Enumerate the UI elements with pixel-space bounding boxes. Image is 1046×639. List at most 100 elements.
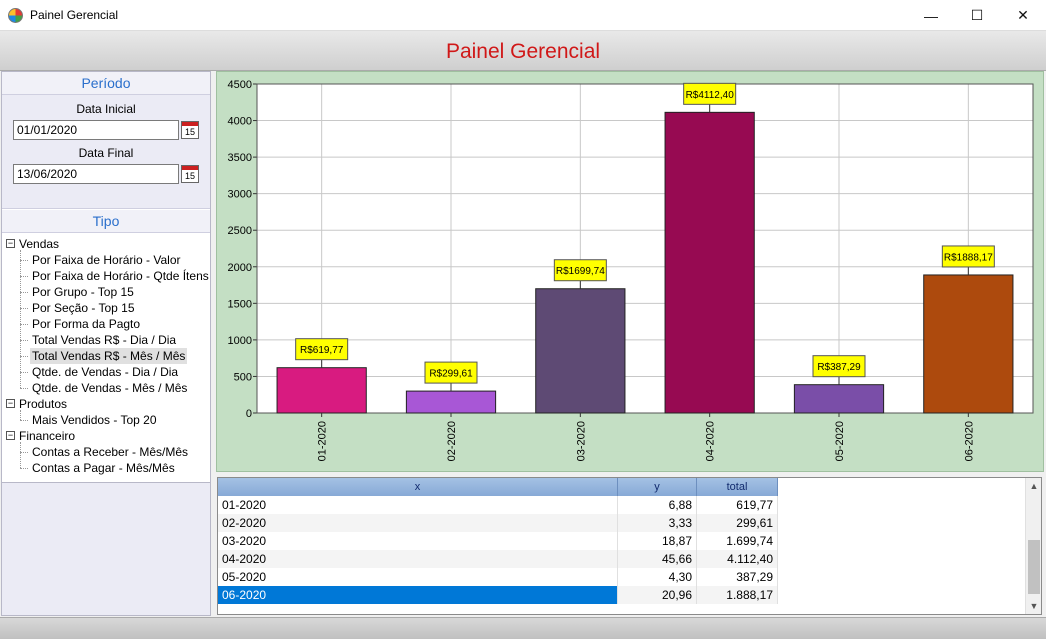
tree-item[interactable]: Por Faixa de Horário - Valor (32, 253, 181, 267)
table-cell[interactable]: 04-2020 (218, 550, 618, 568)
tree-item[interactable]: Total Vendas R$ - Dia / Dia (32, 333, 177, 347)
bar (793, 384, 885, 414)
periodo-box: Data Inicial 15 Data Final 15 (2, 94, 210, 209)
table-cell[interactable]: 05-2020 (218, 568, 618, 586)
tree-item[interactable]: Mais Vendidos - Top 20 (32, 413, 157, 427)
tree-item[interactable]: Por Grupo - Top 15 (32, 285, 134, 299)
table-cell[interactable]: 4.112,40 (697, 550, 778, 568)
data-label-box (941, 245, 995, 268)
column-header-y[interactable]: y (618, 478, 697, 496)
left-panel-filler (2, 482, 210, 615)
tree-item[interactable]: Qtde. de Vendas - Mês / Mês (32, 381, 188, 395)
table-cell[interactable]: 45,66 (618, 550, 697, 568)
x-tick-label: 01-2020 (317, 421, 329, 461)
table-cell[interactable]: 1.699,74 (697, 532, 778, 550)
tree-item[interactable]: Contas a Receber - Mês/Mês (32, 445, 189, 459)
table-cell[interactable]: 4,30 (618, 568, 697, 586)
data-inicial-input[interactable] (13, 120, 179, 140)
chart-panel: 0 500 1000 1500 2000 2500 3000 3500 4000 4500 R$61… (216, 71, 1044, 472)
close-button[interactable]: ✕ (1017, 7, 1029, 23)
tree-connector (20, 324, 28, 325)
y-tick-label: 4500 (228, 79, 252, 91)
tree-item[interactable]: Contas a Pagar - Mês/Mês (32, 461, 175, 475)
scroll-down-icon[interactable]: ▼ (1029, 601, 1039, 611)
tree-connector (20, 468, 28, 469)
tree-item[interactable]: Qtde. de Vendas - Dia / Dia (32, 365, 179, 379)
table-cell[interactable]: 299,61 (697, 514, 778, 532)
collapse-icon[interactable]: − (6, 238, 15, 248)
calendar-icon[interactable]: 15 (181, 165, 199, 183)
table-cell[interactable]: 01-2020 (218, 496, 618, 514)
y-tick-label: 4000 (228, 116, 252, 128)
scroll-thumb[interactable] (1028, 540, 1040, 594)
y-tick-label: 3000 (228, 189, 252, 201)
y-tick-label: 500 (234, 371, 252, 383)
tree-connector (20, 356, 28, 357)
table-row[interactable]: 02-2020 3,33 299,61 (218, 514, 778, 532)
vertical-splitter[interactable] (212, 71, 216, 616)
table-cell[interactable]: 3,33 (618, 514, 697, 532)
column-header-total[interactable]: total (697, 478, 778, 496)
collapse-icon[interactable]: − (6, 398, 15, 408)
data-label: R$1888,17 (944, 252, 993, 263)
collapse-icon[interactable]: − (6, 430, 15, 440)
title-bar: Painel Gerencial — ☐ ✕ (0, 0, 1046, 31)
table-cell[interactable]: 1.888,17 (697, 586, 778, 604)
horizontal-splitter[interactable] (216, 472, 1044, 477)
table-cell[interactable]: 20,96 (618, 586, 697, 604)
y-tick-label: 2000 (228, 262, 252, 274)
column-header-x[interactable]: x (218, 478, 618, 496)
y-tick-label: 3500 (228, 152, 252, 164)
tree-connector (20, 292, 28, 293)
maximize-button[interactable]: ☐ (970, 7, 984, 23)
data-label: R$299,61 (429, 369, 473, 380)
table-row[interactable]: 03-2020 18,87 1.699,74 (218, 532, 778, 550)
tipo-section-title: Tipo (2, 210, 210, 232)
tree-group-label: Vendas (19, 237, 60, 251)
y-tick-label: 1500 (228, 298, 252, 310)
table-row[interactable]: 04-2020 45,66 4.112,40 (218, 550, 778, 568)
x-tick-label: 04-2020 (705, 421, 717, 461)
tree-item[interactable]: Por Faixa de Horário - Qtde Ítens (32, 269, 209, 283)
table-cell[interactable]: 06-2020 (218, 586, 618, 604)
tree-connector (20, 340, 28, 341)
bar (923, 274, 1014, 414)
tree-connector (20, 372, 28, 373)
data-label-box (424, 361, 478, 384)
x-tick-label: 05-2020 (834, 421, 846, 461)
table-cell[interactable]: 18,87 (618, 532, 697, 550)
scroll-up-icon[interactable]: ▲ (1029, 481, 1039, 491)
x-tick-label: 02-2020 (446, 421, 458, 461)
bar (276, 367, 367, 414)
window-title: Painel Gerencial (30, 8, 119, 22)
data-label: R$619,77 (300, 345, 344, 356)
tree-item[interactable]: Total Vendas R$ - Mês / Mês (30, 348, 188, 364)
table-cell[interactable]: 03-2020 (218, 532, 618, 550)
bar-chart: 0 500 1000 1500 2000 2500 3000 3500 4000 4500 R$61… (228, 79, 1034, 461)
table-cell[interactable]: 02-2020 (218, 514, 618, 532)
table-row[interactable]: 06-2020 20,96 1.888,17 (218, 586, 778, 604)
table-row[interactable]: 05-2020 4,30 387,29 (218, 568, 778, 586)
grid-scrollbar[interactable]: ▲ ▼ (1025, 478, 1041, 614)
table-row[interactable]: 01-2020 6,88 619,77 (218, 496, 778, 514)
x-tick-label: 03-2020 (575, 421, 587, 461)
status-bar (0, 617, 1046, 639)
table-cell[interactable]: 6,88 (618, 496, 697, 514)
plot-border (256, 83, 1034, 414)
tree-item[interactable]: Por Forma da Pagto (32, 317, 141, 331)
tree-item[interactable]: Por Seção - Top 15 (32, 301, 135, 315)
calendar-icon[interactable]: 15 (181, 121, 199, 139)
tree-connector (20, 420, 28, 421)
data-final-label: Data Final (78, 146, 134, 160)
tree-group-label: Produtos (19, 397, 68, 411)
table-cell[interactable]: 387,29 (697, 568, 778, 586)
y-tick-label: 0 (246, 408, 252, 420)
data-final-input[interactable] (13, 164, 179, 184)
app-pie-icon (8, 8, 23, 23)
table-cell[interactable]: 619,77 (697, 496, 778, 514)
data-grid[interactable]: ▲ ▼ x y total 01-2020 6,88 619,77 02-2020 3,33 2… (217, 477, 1042, 615)
tipo-tree: − Vendas Por Faixa de Horário - Valor Por F… (2, 232, 210, 482)
minimize-button[interactable]: — (924, 7, 938, 24)
periodo-section-title: Período (2, 72, 210, 94)
page-title: Painel Gerencial (445, 40, 601, 63)
